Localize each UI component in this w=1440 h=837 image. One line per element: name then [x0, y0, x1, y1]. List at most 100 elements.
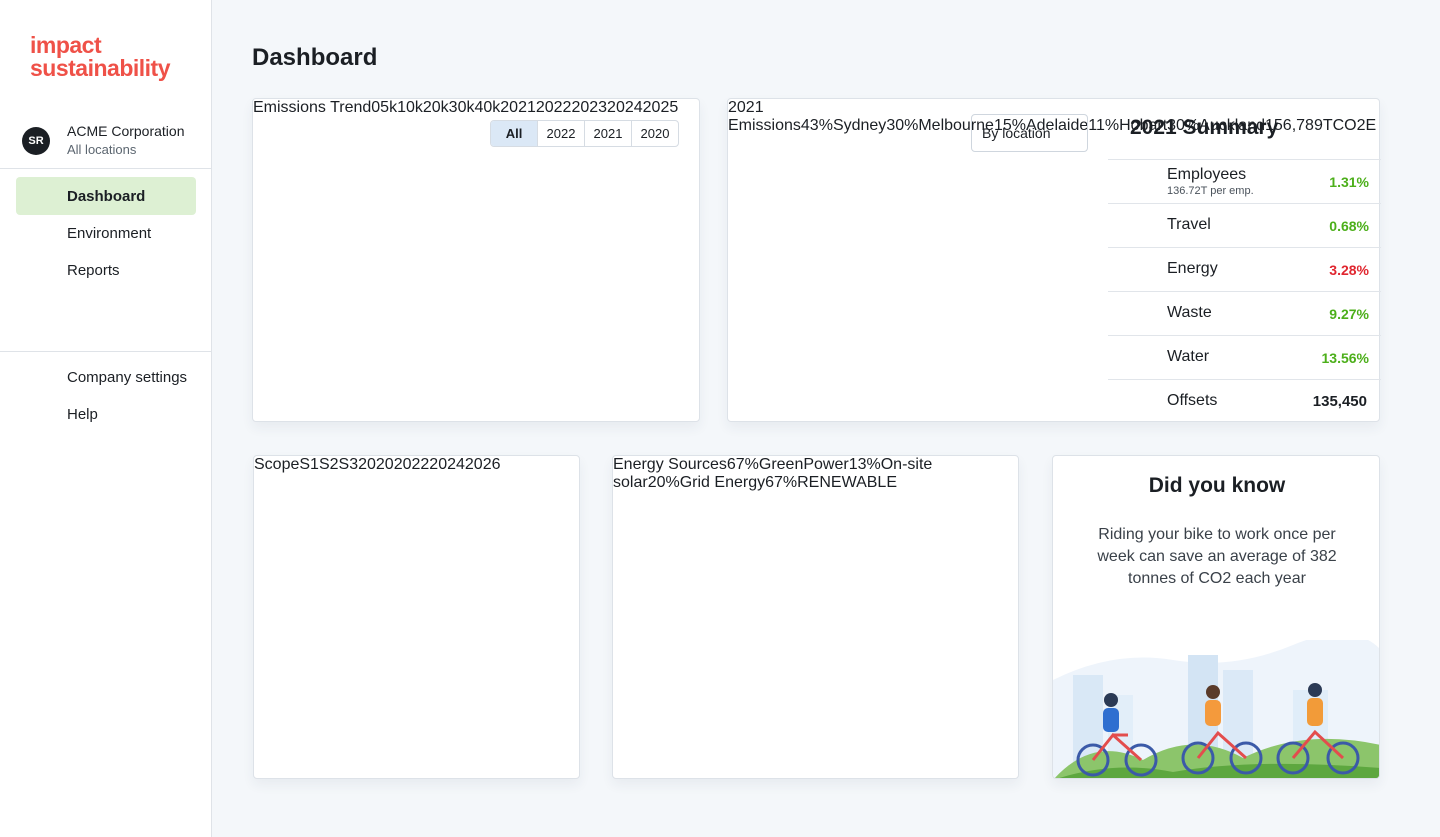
- card-title: 2021 Emissions: [728, 99, 801, 134]
- center-label: TCO2E: [1322, 117, 1377, 134]
- chart-svg: ScopeS1S2S32020202220242026: [254, 456, 500, 474]
- dropdown[interactable]: By location: [971, 114, 1088, 152]
- user-name: ACME Corporation: [67, 123, 185, 139]
- summary-row: Water 13.56%: [1108, 335, 1381, 379]
- nav-item[interactable]: Reports: [16, 251, 196, 289]
- summary: 2021 Summary Employees 136.72T per emp. 1.3…: [1108, 99, 1381, 423]
- legend-label: S3: [338, 456, 359, 473]
- row-name: Energy: [1167, 260, 1218, 277]
- legend-value: 30%: [886, 117, 919, 134]
- x-tick-label: 2024: [429, 456, 465, 473]
- legend-value: 30%: [1167, 117, 1200, 134]
- dropdown-label: By location: [982, 125, 1051, 141]
- center-value: 67%: [765, 474, 798, 491]
- legend-label: 30%Melbourne: [886, 117, 994, 134]
- x-tick-label: 2026: [464, 456, 501, 473]
- legend-value: 11%: [1088, 117, 1120, 134]
- x-tick-label: 2021: [500, 99, 536, 116]
- summary-row: Waste 9.27%: [1108, 291, 1381, 335]
- x-tick-label: 2024: [607, 99, 643, 116]
- row-change: 13.56%: [1321, 350, 1369, 366]
- nav-label: Help: [67, 406, 98, 423]
- legend-label: 30%Auckland: [1167, 117, 1265, 134]
- row-name: Water: [1167, 348, 1210, 365]
- y-tick-label: 5k: [380, 99, 398, 116]
- nav-item[interactable]: Dashboard: [16, 177, 196, 215]
- did-you-know-card: Did you know Riding your bike to work on…: [1052, 455, 1380, 779]
- legend-label: 15%Adelaide: [994, 117, 1088, 134]
- filter-group: All 2022 2021 2020: [490, 120, 679, 147]
- x-tick-label: 2022: [393, 456, 430, 473]
- row-name: Waste: [1167, 304, 1212, 321]
- row-name: Travel: [1167, 216, 1211, 233]
- legend-category: Melbourne: [918, 117, 994, 134]
- summary-row: Travel 0.68%: [1108, 203, 1381, 247]
- y-tick-label: 30k: [448, 99, 475, 116]
- brand-line: impact: [30, 32, 102, 58]
- scope-card: ScopeS1S2S32020202220242026: [253, 455, 580, 779]
- nav-label: Environment: [67, 225, 152, 242]
- legend-label: S2: [318, 456, 339, 473]
- divider: [0, 168, 211, 169]
- row-name: Employees: [1167, 166, 1247, 183]
- summary-row: Offsets 135,450: [1108, 379, 1381, 423]
- legend-value: 43%: [800, 117, 833, 134]
- x-tick-label: 2020: [358, 456, 394, 473]
- user-scope: All locations: [67, 142, 137, 157]
- filter-button[interactable]: 2022: [537, 121, 584, 146]
- card-title: Scope: [254, 456, 300, 473]
- page-title: Dashboard: [252, 44, 378, 71]
- y-tick-label: 40k: [474, 99, 501, 116]
- legend-label: 13%On-site solar: [613, 456, 932, 491]
- legend-category: Hobart: [1119, 117, 1168, 134]
- x-tick-label: 2023: [571, 99, 608, 116]
- legend-category: Auckland: [1199, 117, 1265, 134]
- filter-button[interactable]: 2021: [584, 121, 631, 146]
- row-change: 0.68%: [1329, 218, 1369, 234]
- legend-category: Adelaide: [1025, 117, 1089, 134]
- avatar[interactable]: SR: [22, 127, 50, 155]
- center-label: RENEWABLE: [797, 474, 897, 491]
- filter-button[interactable]: All: [491, 121, 537, 146]
- legend-label: 67%GreenPower: [727, 456, 849, 473]
- legend-value: 13%: [848, 456, 881, 473]
- nav-item[interactable]: Company settings: [16, 358, 196, 396]
- legend-category: Grid Energy: [679, 474, 766, 491]
- row-note: 136.72T per emp.: [1167, 185, 1254, 197]
- emissions-card: 2021 Emissions43%Sydney30%Melbourne15%Ad…: [727, 98, 1381, 423]
- row-name: Offsets: [1167, 392, 1218, 409]
- legend-category: GreenPower: [758, 456, 849, 473]
- y-tick-label: 0: [371, 99, 381, 116]
- card-title: Emissions Trend: [253, 99, 372, 116]
- legend-value: 20%: [647, 474, 680, 491]
- chart-svg: 2021 Emissions43%Sydney30%Melbourne15%Ad…: [728, 99, 1379, 135]
- summary-row: Employees 136.72T per emp. 1.31%: [1108, 159, 1381, 203]
- legend-label: 43%Sydney: [801, 117, 886, 134]
- legend-value: 67%: [726, 456, 759, 473]
- y-tick-label: 20k: [422, 99, 449, 116]
- nav-item[interactable]: Help: [16, 395, 196, 433]
- row-change: 1.31%: [1329, 174, 1369, 190]
- divider: [0, 351, 211, 352]
- nav-label: Reports: [67, 262, 120, 279]
- legend-value: 15%: [993, 117, 1026, 134]
- nav-label: Company settings: [67, 369, 188, 386]
- legend-label: S1: [299, 456, 319, 473]
- card-title: Energy Sources: [613, 456, 727, 473]
- card-title: Did you know: [1148, 474, 1286, 497]
- summary-title: 2021 Summary: [1130, 116, 1279, 139]
- nav-label: Dashboard: [67, 188, 146, 205]
- nav-item[interactable]: Environment: [16, 214, 196, 252]
- illustration: [1053, 640, 1379, 778]
- summary-row: Energy 3.28%: [1108, 247, 1381, 291]
- sidebar: impact sustainability SR ACME Corporatio…: [0, 0, 212, 837]
- filter-button[interactable]: 2020: [631, 121, 678, 146]
- center-value: 156,789: [1265, 117, 1323, 134]
- legend-label: 11%Hobart: [1088, 117, 1167, 134]
- legend-category: Sydney: [832, 117, 887, 134]
- chart-svg: Emissions Trend05k10k20k30k40k2021202220…: [253, 99, 678, 117]
- row-change: 9.27%: [1329, 306, 1369, 322]
- energy-card: Energy Sources67%GreenPower13%On-site so…: [612, 455, 1019, 779]
- fact-text: Riding your bike to work once per week c…: [1097, 526, 1337, 587]
